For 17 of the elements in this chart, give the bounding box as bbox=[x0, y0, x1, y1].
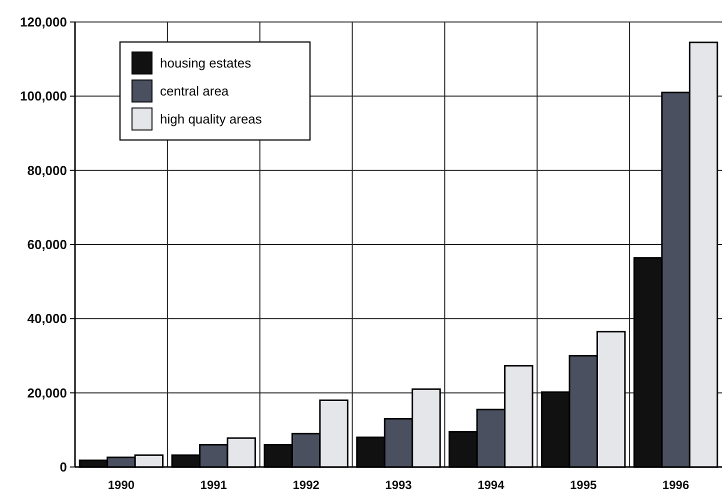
y-tick-label: 100,000 bbox=[20, 88, 67, 104]
legend-label: central area bbox=[160, 84, 230, 99]
y-tick-label: 60,000 bbox=[27, 237, 67, 252]
x-tick-label: 1996 bbox=[662, 478, 690, 492]
y-tick-label: 120,000 bbox=[20, 14, 67, 30]
legend-label: housing estates bbox=[160, 56, 252, 71]
x-tick-label: 1993 bbox=[385, 478, 412, 492]
x-tick-label: 1994 bbox=[478, 478, 505, 492]
x-tick-label: 1990 bbox=[108, 478, 135, 492]
y-tick-label: 0 bbox=[60, 460, 67, 475]
x-tick-label: 1995 bbox=[570, 478, 598, 492]
y-tick-label: 40,000 bbox=[27, 311, 67, 326]
x-tick-label: 1991 bbox=[200, 478, 228, 492]
y-tick-label: 80,000 bbox=[27, 162, 67, 178]
x-tick-label: 1992 bbox=[292, 478, 320, 492]
y-tick-label: 20,000 bbox=[27, 385, 67, 400]
legend-label: high quality areas bbox=[160, 112, 262, 127]
